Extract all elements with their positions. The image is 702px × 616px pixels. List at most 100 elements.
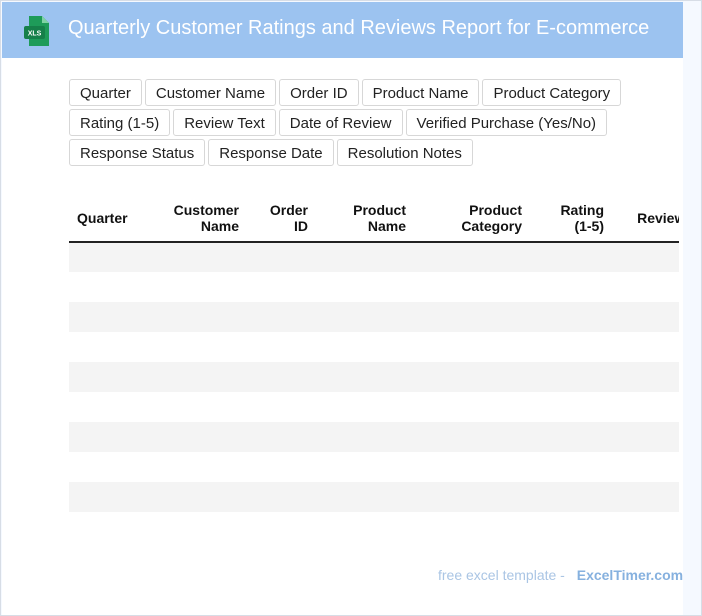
table-cell[interactable] xyxy=(155,392,251,422)
column-header-review-text[interactable]: Review Text xyxy=(616,195,679,243)
table-cell[interactable] xyxy=(616,422,679,452)
column-header-rating[interactable]: Rating (1-5) xyxy=(534,195,616,243)
column-header-quarter[interactable]: Quarter xyxy=(69,195,155,243)
table-cell[interactable] xyxy=(418,242,534,272)
table-cell[interactable] xyxy=(418,302,534,332)
table-cell[interactable] xyxy=(69,512,155,542)
table-cell[interactable] xyxy=(616,302,679,332)
table-cell[interactable] xyxy=(251,302,320,332)
column-chip-review-text[interactable]: Review Text xyxy=(173,109,276,136)
table-cell[interactable] xyxy=(69,392,155,422)
table-cell[interactable] xyxy=(251,422,320,452)
table-row[interactable] xyxy=(69,512,679,542)
table-cell[interactable] xyxy=(251,392,320,422)
column-chip-rating[interactable]: Rating (1-5) xyxy=(69,109,171,136)
table-cell[interactable] xyxy=(616,242,679,272)
table-row[interactable] xyxy=(69,272,679,302)
table-row[interactable] xyxy=(69,362,679,392)
footer-brand-link[interactable]: ExcelTimer.com xyxy=(576,567,684,583)
table-cell[interactable] xyxy=(320,332,418,362)
table-cell[interactable] xyxy=(534,512,616,542)
table-cell[interactable] xyxy=(320,452,418,482)
table-cell[interactable] xyxy=(418,392,534,422)
table-cell[interactable] xyxy=(69,482,155,512)
column-chip-date-of-review[interactable]: Date of Review xyxy=(278,109,403,136)
table-cell[interactable] xyxy=(616,362,679,392)
column-chip-product-category[interactable]: Product Category xyxy=(482,79,622,106)
table-row[interactable] xyxy=(69,452,679,482)
table-cell[interactable] xyxy=(69,452,155,482)
column-header-product-category[interactable]: Product Category xyxy=(418,195,534,243)
table-cell[interactable] xyxy=(155,482,251,512)
table-cell[interactable] xyxy=(69,302,155,332)
column-chip-order-id[interactable]: Order ID xyxy=(279,79,359,106)
table-row[interactable] xyxy=(69,392,679,422)
table-cell[interactable] xyxy=(155,242,251,272)
table-row[interactable] xyxy=(69,242,679,272)
table-cell[interactable] xyxy=(69,242,155,272)
column-chip-product-name[interactable]: Product Name xyxy=(361,79,480,106)
table-cell[interactable] xyxy=(251,482,320,512)
table-cell[interactable] xyxy=(616,482,679,512)
table-cell[interactable] xyxy=(251,332,320,362)
table-cell[interactable] xyxy=(251,452,320,482)
table-cell[interactable] xyxy=(534,452,616,482)
table-cell[interactable] xyxy=(616,332,679,362)
table-row[interactable] xyxy=(69,332,679,362)
column-chip-customer-name[interactable]: Customer Name xyxy=(144,79,277,106)
column-header-product-name[interactable]: Product Name xyxy=(320,195,418,243)
table-cell[interactable] xyxy=(155,422,251,452)
table-cell[interactable] xyxy=(534,302,616,332)
table-cell[interactable] xyxy=(320,362,418,392)
table-cell[interactable] xyxy=(251,512,320,542)
column-chip-resolution-notes[interactable]: Resolution Notes xyxy=(336,139,473,166)
table-cell[interactable] xyxy=(320,512,418,542)
table-cell[interactable] xyxy=(320,302,418,332)
table-cell[interactable] xyxy=(69,272,155,302)
column-chip-verified-purchase[interactable]: Verified Purchase (Yes/No) xyxy=(405,109,608,136)
table-cell[interactable] xyxy=(320,242,418,272)
table-cell[interactable] xyxy=(418,452,534,482)
table-cell[interactable] xyxy=(616,392,679,422)
table-cell[interactable] xyxy=(418,482,534,512)
table-cell[interactable] xyxy=(251,362,320,392)
table-cell[interactable] xyxy=(155,272,251,302)
table-cell[interactable] xyxy=(320,482,418,512)
table-cell[interactable] xyxy=(251,242,320,272)
column-chip-response-date[interactable]: Response Date xyxy=(208,139,334,166)
table-cell[interactable] xyxy=(534,422,616,452)
table-row[interactable] xyxy=(69,422,679,452)
column-header-order-id[interactable]: Order ID xyxy=(251,195,320,243)
table-cell[interactable] xyxy=(534,392,616,422)
table-cell[interactable] xyxy=(616,512,679,542)
column-chip-quarter[interactable]: Quarter xyxy=(69,79,142,106)
table-cell[interactable] xyxy=(251,272,320,302)
table-cell[interactable] xyxy=(534,272,616,302)
table-cell[interactable] xyxy=(320,272,418,302)
table-cell[interactable] xyxy=(155,362,251,392)
column-header-customer-name[interactable]: Customer Name xyxy=(155,195,251,243)
table-cell[interactable] xyxy=(69,422,155,452)
table-cell[interactable] xyxy=(616,452,679,482)
table-cell[interactable] xyxy=(616,272,679,302)
table-cell[interactable] xyxy=(534,332,616,362)
table-cell[interactable] xyxy=(69,362,155,392)
table-cell[interactable] xyxy=(155,512,251,542)
table-cell[interactable] xyxy=(418,272,534,302)
table-cell[interactable] xyxy=(418,422,534,452)
table-cell[interactable] xyxy=(418,512,534,542)
table-cell[interactable] xyxy=(534,242,616,272)
table-cell[interactable] xyxy=(418,332,534,362)
table-row[interactable] xyxy=(69,482,679,512)
table-cell[interactable] xyxy=(534,482,616,512)
table-cell[interactable] xyxy=(534,362,616,392)
table-cell[interactable] xyxy=(320,392,418,422)
table-cell[interactable] xyxy=(155,332,251,362)
table-row[interactable] xyxy=(69,302,679,332)
table-cell[interactable] xyxy=(155,302,251,332)
table-cell[interactable] xyxy=(155,452,251,482)
table-cell[interactable] xyxy=(320,422,418,452)
table-cell[interactable] xyxy=(69,332,155,362)
table-cell[interactable] xyxy=(418,362,534,392)
column-chip-response-status[interactable]: Response Status xyxy=(69,139,206,166)
